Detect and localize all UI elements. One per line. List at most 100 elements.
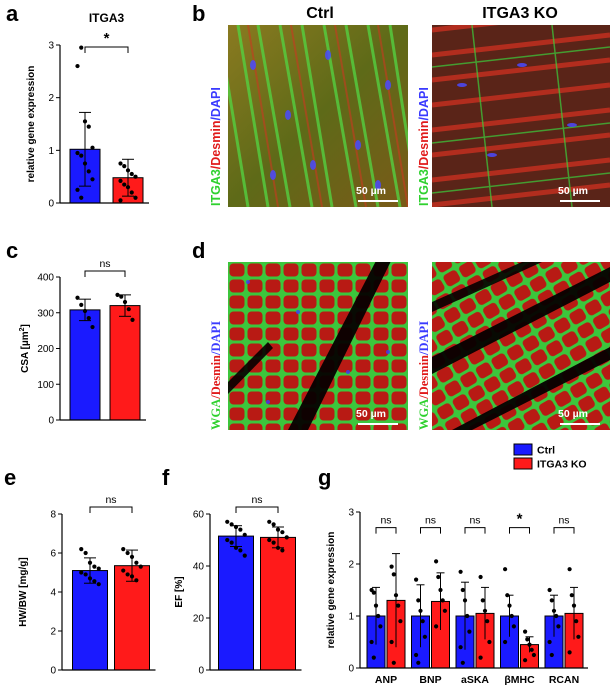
chart-c-s0-point-0	[75, 295, 80, 300]
chart-g-c2-sig-bracket	[464, 527, 486, 534]
panel-letter-a: a	[6, 1, 19, 26]
chart-e-s1-point-8	[134, 578, 139, 583]
chart-a-s1-point-9	[133, 195, 138, 200]
stain-label-d-ctrl: WGA/Desmin/DAPI	[209, 320, 223, 430]
chart-a-s0-point-11	[79, 195, 84, 200]
chart-a-s0-point-5	[75, 150, 80, 156]
chart-g-s1-0-point-4	[422, 634, 427, 639]
chart-a-sig-label: *	[104, 30, 110, 47]
chart-a-s1-point-0	[118, 161, 123, 166]
chart-c-s1-point-1	[119, 294, 124, 299]
scale-bar-d-ko	[560, 423, 600, 425]
chart-e-s0-point-9	[96, 582, 101, 587]
chart-g-y-tick-label-0: 0	[348, 664, 354, 675]
chart-g-s0-0-point-3	[376, 613, 381, 619]
stain-label-b-ko: ITGA3/Desmin/DAPI	[417, 87, 431, 206]
chart-f-s1-point-7	[275, 545, 281, 550]
chart-g-s1-1-point-0	[434, 559, 439, 564]
chart-a-s1-point-6	[122, 182, 127, 187]
chart-a-y-tick-label-0: 0	[48, 199, 54, 210]
chart-e-s0-point-1	[83, 550, 88, 556]
chart-g-s1-1-point-3	[440, 598, 445, 603]
chart-g-s4-0-point-4	[556, 624, 561, 629]
chart-g-c3-sig-label: *	[517, 511, 523, 528]
chart-f-y-tick-label-1: 20	[193, 614, 205, 625]
chart-e-y-tick-label-1: 2	[50, 627, 56, 638]
chart-c-bar-1	[109, 305, 141, 421]
chart-g-s3-0-point-4	[511, 624, 516, 629]
panel-letter-e: e	[4, 465, 17, 490]
micrograph-b-ctrl: 50 µm	[228, 25, 408, 207]
chart-g-s2-0-point-4	[467, 629, 472, 634]
chart-g-s3-1-point-0	[523, 629, 528, 634]
chart-g-s0-1-point-1	[391, 572, 396, 577]
chart-e-s1-point-0	[121, 547, 126, 552]
chart-g-s4-0-point-0	[547, 587, 552, 593]
chart-ef: 0 20 40 60 ns EF [%]	[174, 494, 302, 677]
chart-g-s1-1-point-5	[434, 624, 439, 629]
scale-bar-d-ctrl	[358, 423, 398, 425]
chart-g-s3-0-point-0	[503, 567, 508, 572]
chart-a-y-label: relative gene expression	[26, 66, 37, 183]
chart-f-y-label: EF [%]	[174, 576, 185, 607]
ctrl-column-title: Ctrl	[306, 5, 334, 22]
chart-g-s3-0-point-1	[505, 593, 510, 598]
chart-g-s1-1-point-1	[436, 574, 441, 580]
ko-column-title: ITGA3 KO	[482, 5, 558, 22]
chart-f-s0-point-1	[229, 522, 234, 527]
chart-e-y-tick-label-3: 6	[50, 549, 56, 560]
chart-e-s1-point-1	[125, 550, 130, 556]
chart-e-s0-point-4	[96, 566, 101, 571]
chart-e-sig-bracket	[89, 506, 133, 513]
chart-f-s1-point-3	[280, 530, 285, 535]
chart-c-s1-point-2	[122, 299, 128, 305]
chart-a-s0-point-4	[90, 145, 95, 150]
chart-g-s2-0-point-3	[465, 613, 470, 619]
chart-a-s1-point-5	[118, 178, 123, 183]
chart-f-bar-0	[218, 535, 254, 671]
chart-a-s0-point-1	[79, 45, 84, 50]
chart-f-s1-point-1	[271, 522, 276, 527]
chart-g-s3-1-point-5	[523, 658, 528, 663]
chart-a-s0-point-10	[75, 187, 80, 192]
chart-e-s1-point-6	[125, 572, 130, 577]
chart-c-y-tick-label-0: 0	[48, 416, 54, 426]
chart-g-s2-0-point-0	[458, 569, 463, 574]
chart-c-sig-bracket	[84, 270, 126, 277]
chart-g-c3-sig-bracket	[509, 527, 530, 534]
chart-c-y-tick-label-4: 400	[37, 273, 54, 284]
chart-g-s3-0-point-2	[507, 603, 512, 608]
scale-bar-b-ctrl	[358, 200, 398, 202]
chart-c-y-label-main: CSA [µm	[20, 331, 31, 373]
chart-g-s1-0-point-3	[420, 619, 425, 624]
chart-e-s1-point-7	[129, 574, 135, 579]
chart-e-s1-point-4	[138, 564, 143, 569]
panel-letter-b: b	[192, 1, 206, 26]
chart-f-s1-point-5	[267, 537, 272, 543]
chart-c-y-tick-label-1: 100	[37, 380, 54, 391]
chart-f-s0-point-6	[229, 540, 234, 545]
chart-g-s2-0-point-1	[460, 587, 465, 593]
chart-g-s2-0-point-2	[462, 598, 468, 603]
chart-a-sig-bracket	[84, 46, 129, 53]
chart-g-s4-0-point-5	[547, 639, 552, 645]
chart-a-s1-point-4	[133, 174, 138, 179]
chart-gene-panel: 0 1 2 3 ns ANP ns BNP ns aSKA * βMHC ns RCAN relative …	[326, 443, 588, 685]
chart-a-y-tick-label-2: 2	[48, 93, 54, 104]
chart-e-sig-label: ns	[105, 494, 116, 506]
scale-text-d-ctrl: 50 µm	[356, 408, 386, 420]
chart-a-s0-point-0	[75, 63, 80, 69]
chart-g-s3-0-point-3	[509, 613, 514, 619]
chart-e-y-tick-label-2: 4	[50, 588, 56, 599]
scale-bar-b-ko	[560, 200, 600, 202]
chart-f-y-tick-label-0: 0	[198, 666, 204, 677]
chart-g-s4-0-point-6	[549, 652, 554, 658]
chart-a-y-tick-label-1: 1	[48, 146, 54, 157]
micrograph-d-ko-texture	[432, 262, 610, 430]
chart-f-s0-point-8	[238, 548, 243, 553]
chart-f-s1-point-6	[271, 540, 276, 545]
chart-g-s0-1-point-2	[393, 593, 399, 598]
chart-g-s4-0-point-1	[549, 598, 554, 603]
panel-letter-f: f	[162, 465, 170, 490]
chart-g-s3-1-point-3	[529, 647, 534, 652]
